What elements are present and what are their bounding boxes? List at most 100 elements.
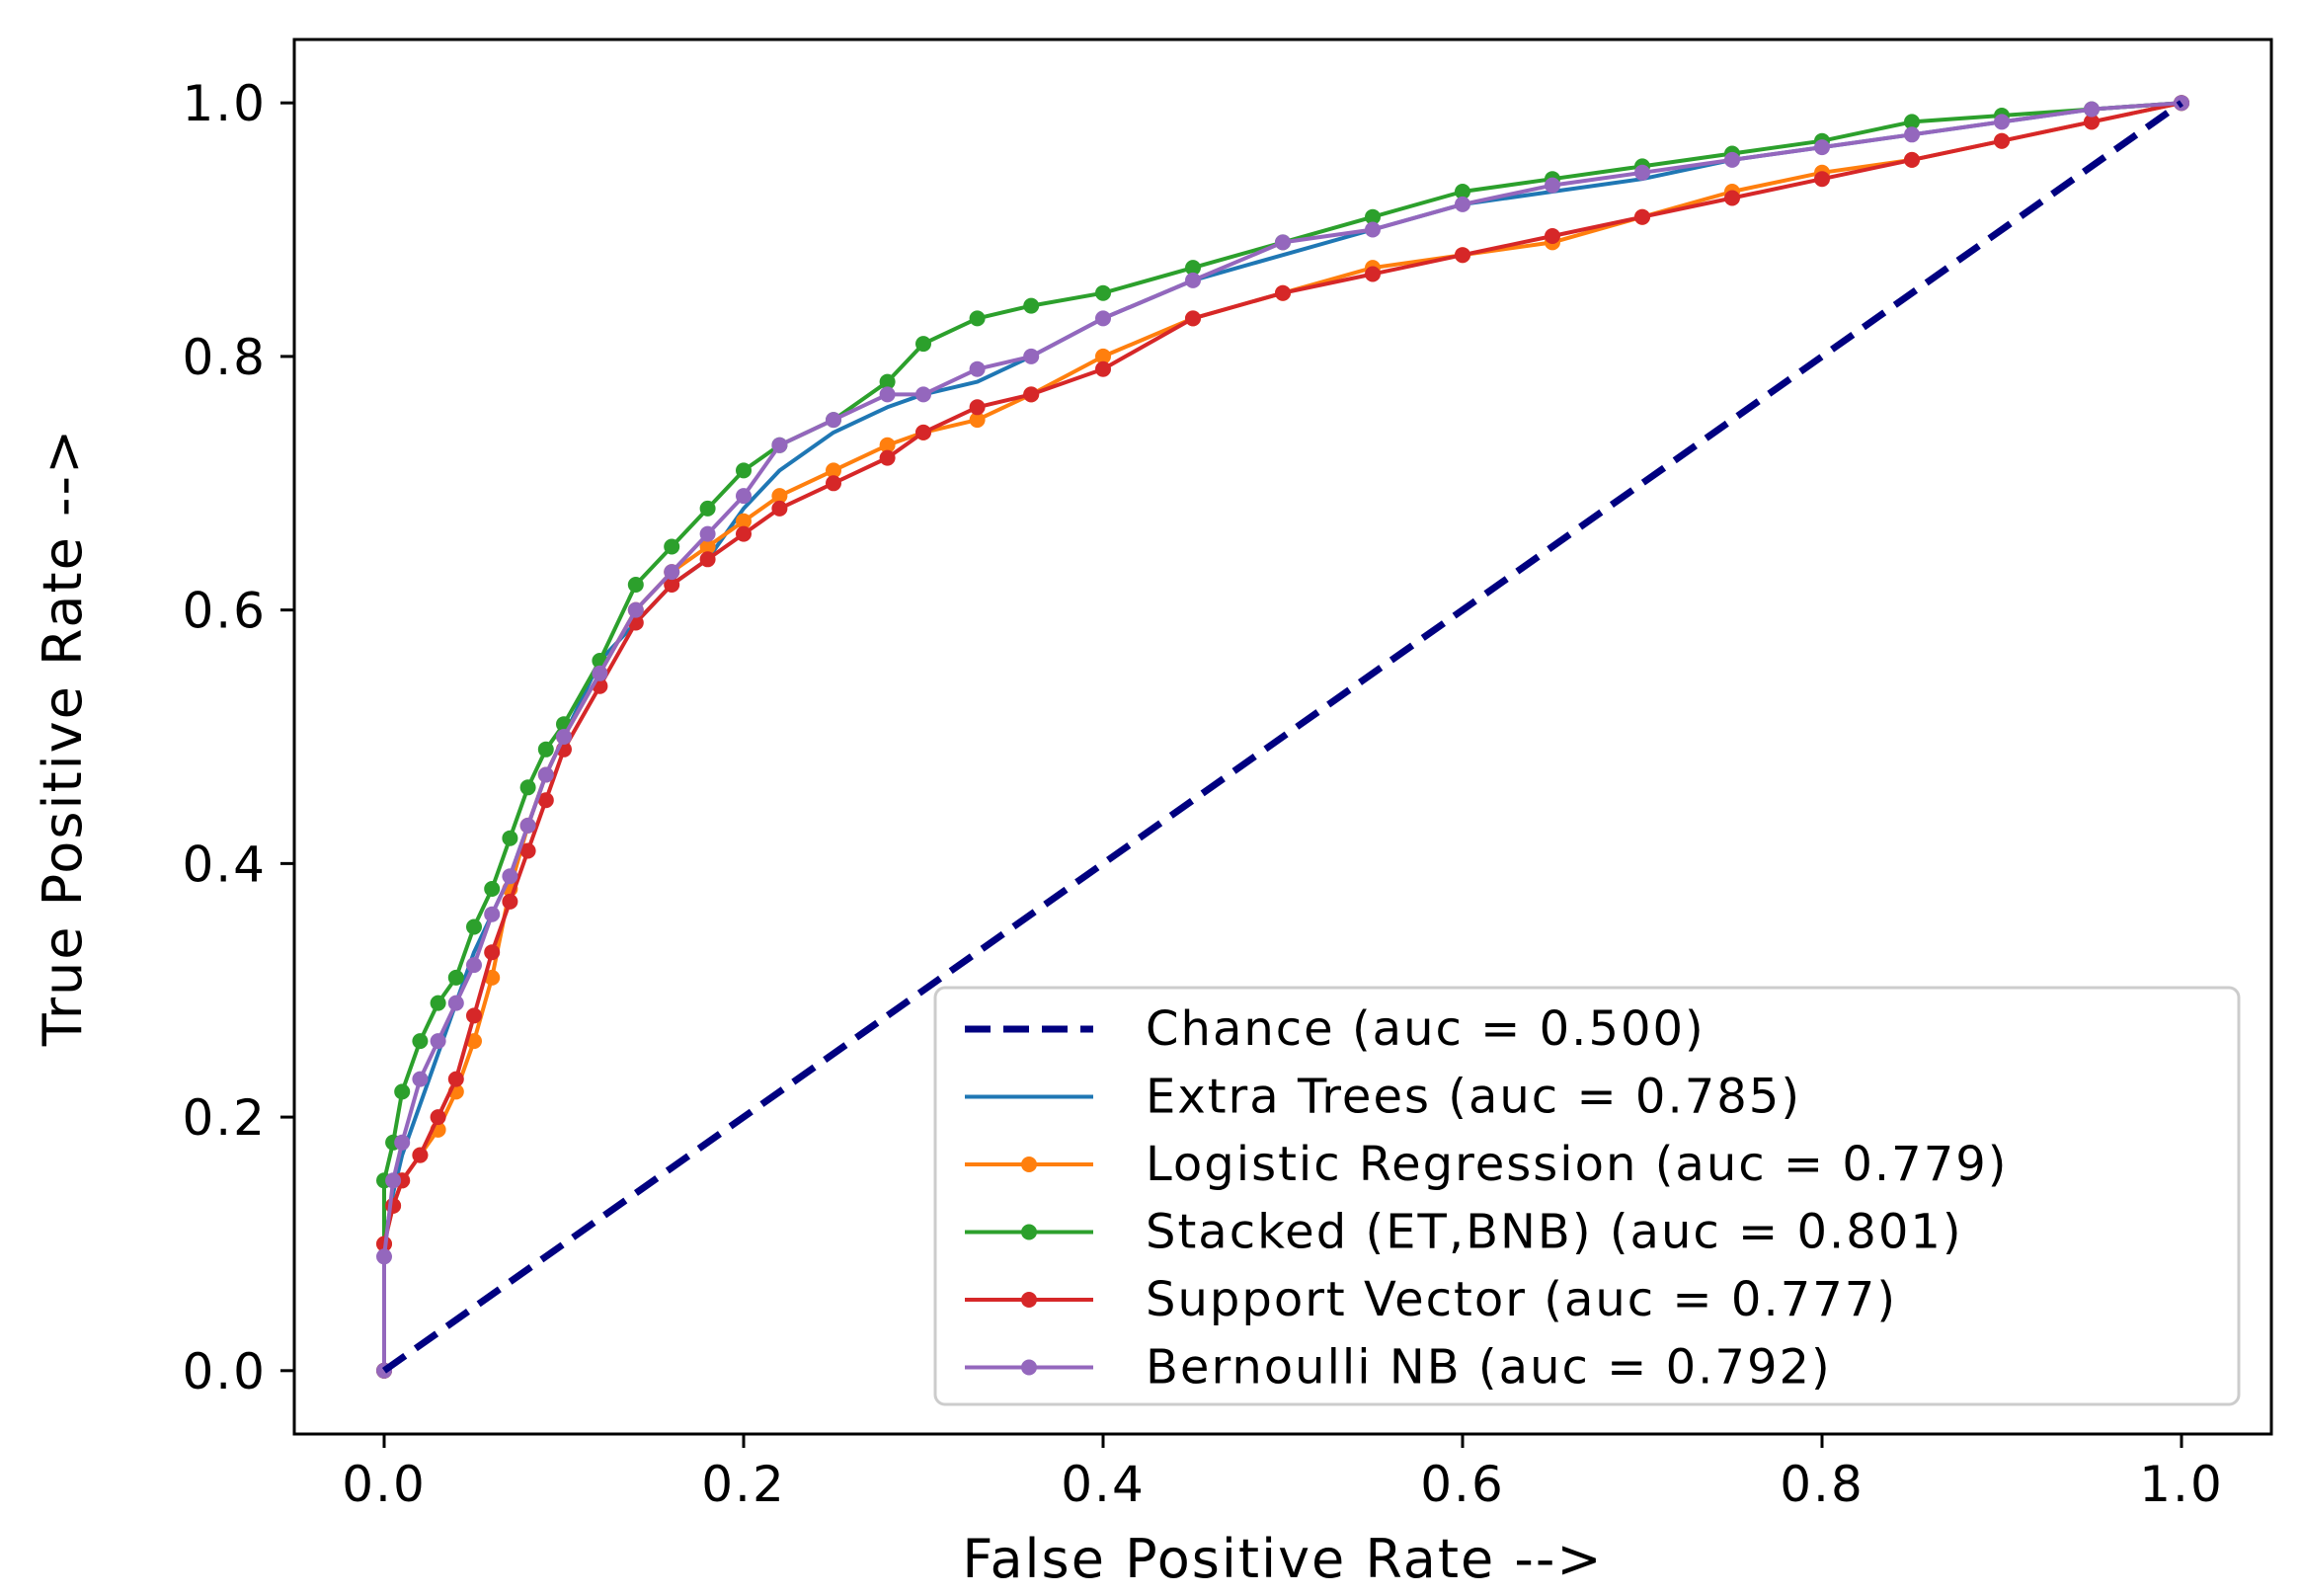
data-point-bernoulli-nb (1365, 221, 1381, 238)
series-layer (376, 95, 2189, 1379)
data-point-bernoulli-nb (771, 437, 788, 453)
data-point-bernoulli-nb (1545, 177, 1560, 194)
legend-marker-bernoulli-nb (1021, 1359, 1037, 1376)
y-tick-label: 0.0 (182, 1343, 267, 1400)
x-tick-label: 1.0 (2139, 1456, 2224, 1513)
data-point-stacked-et-bnb (736, 462, 752, 479)
data-point-stacked-et-bnb (519, 779, 536, 796)
data-point-support-vector (969, 399, 986, 416)
data-point-logistic-regression (484, 969, 501, 986)
data-point-bernoulli-nb (1185, 272, 1201, 288)
data-point-logistic-regression (466, 1033, 482, 1050)
data-point-support-vector (1634, 208, 1650, 225)
data-point-support-vector (1365, 266, 1381, 282)
data-point-support-vector (1275, 284, 1291, 301)
data-point-bernoulli-nb (826, 412, 841, 429)
x-axis-title: False Positive Rate --> (962, 1528, 1603, 1590)
data-point-stacked-et-bnb (502, 830, 518, 846)
data-point-support-vector (1724, 190, 1740, 206)
x-tick-label: 0.8 (1780, 1456, 1865, 1513)
data-point-bernoulli-nb (1095, 310, 1111, 327)
data-point-stacked-et-bnb (699, 500, 716, 517)
y-tick-label: 0.4 (182, 836, 267, 893)
data-point-support-vector (430, 1109, 446, 1126)
legend-marker-stacked-et-bnb (1021, 1224, 1037, 1240)
legend-label-support-vector: Support Vector (auc = 0.777) (1146, 1272, 1897, 1327)
data-point-bernoulli-nb (412, 1071, 429, 1087)
data-point-support-vector (447, 1071, 464, 1087)
data-point-stacked-et-bnb (1455, 184, 1470, 200)
data-point-bernoulli-nb (1724, 151, 1740, 168)
legend-marker-logistic-regression (1021, 1157, 1037, 1172)
data-point-bernoulli-nb (519, 817, 536, 834)
data-point-support-vector (915, 424, 931, 440)
x-tick-label: 0.0 (342, 1456, 427, 1513)
data-point-logistic-regression (969, 412, 986, 429)
legend-label-stacked-et-bnb: Stacked (ET,BNB) (auc = 0.801) (1146, 1205, 1963, 1260)
data-point-stacked-et-bnb (1095, 284, 1111, 301)
data-point-stacked-et-bnb (627, 577, 644, 593)
data-point-support-vector (699, 551, 716, 568)
data-point-stacked-et-bnb (915, 336, 931, 353)
data-point-support-vector (771, 500, 788, 517)
y-tick-label: 0.6 (182, 583, 267, 640)
y-tick-label: 0.2 (182, 1089, 267, 1147)
data-point-support-vector (519, 842, 536, 859)
data-point-bernoulli-nb (2084, 101, 2100, 118)
data-point-logistic-regression (826, 462, 841, 479)
series-chance (381, 100, 2184, 1374)
data-point-bernoulli-nb (736, 488, 752, 505)
data-point-stacked-et-bnb (1185, 260, 1201, 277)
data-point-logistic-regression (771, 488, 788, 505)
data-point-stacked-et-bnb (430, 995, 446, 1011)
legend-label-bernoulli-nb: Bernoulli NB (auc = 0.792) (1146, 1340, 1832, 1396)
data-point-support-vector (1904, 151, 1920, 168)
data-point-bernoulli-nb (879, 386, 896, 403)
data-point-stacked-et-bnb (1023, 297, 1040, 314)
data-point-logistic-regression (879, 437, 896, 453)
data-point-stacked-et-bnb (484, 881, 501, 897)
data-point-stacked-et-bnb (879, 373, 896, 390)
data-point-bernoulli-nb (1904, 126, 1920, 143)
x-tick-label: 0.6 (1420, 1456, 1505, 1513)
legend-box (933, 986, 2241, 1406)
data-point-bernoulli-nb (1455, 196, 1470, 212)
legend: Chance (auc = 0.500) Extra Trees (auc = 0… (933, 986, 2241, 1406)
data-point-bernoulli-nb (537, 766, 554, 783)
data-point-bernoulli-nb (1634, 164, 1650, 181)
data-point-bernoulli-nb (699, 525, 716, 542)
data-point-bernoulli-nb (394, 1134, 411, 1151)
data-point-support-vector (1814, 171, 1830, 188)
data-point-stacked-et-bnb (1365, 208, 1381, 225)
data-point-support-vector (502, 893, 518, 910)
data-point-logistic-regression (736, 513, 752, 529)
data-point-bernoulli-nb (915, 386, 931, 403)
data-point-support-vector (1545, 228, 1560, 244)
series-support-vector (376, 95, 2189, 1379)
plot-frame (292, 38, 2273, 1436)
data-point-bernoulli-nb (466, 957, 482, 974)
data-point-support-vector (412, 1147, 429, 1163)
ticks-layer: 0.0 0.2 0.4 0.6 0.8 1.0 0.0 0.2 0.4 0.6 0.8 1.0 (182, 75, 2224, 1513)
y-tick-label: 1.0 (182, 75, 267, 132)
data-point-bernoulli-nb (592, 665, 608, 681)
data-point-bernoulli-nb (430, 1033, 446, 1050)
data-point-support-vector (879, 449, 896, 466)
legend-label-extra-trees: Extra Trees (auc = 0.785) (1146, 1070, 1801, 1125)
data-point-support-vector (1994, 132, 2010, 149)
data-point-stacked-et-bnb (664, 538, 680, 555)
data-point-bernoulli-nb (385, 1172, 402, 1189)
data-point-support-vector (466, 1007, 482, 1024)
data-point-bernoulli-nb (627, 601, 644, 618)
data-point-bernoulli-nb (556, 729, 572, 745)
data-point-logistic-regression (699, 538, 716, 555)
legend-marker-support-vector (1021, 1292, 1037, 1308)
data-point-support-vector (1095, 360, 1111, 377)
data-point-stacked-et-bnb (394, 1083, 411, 1100)
data-point-bernoulli-nb (1023, 348, 1040, 364)
legend-label-chance: Chance (auc = 0.500) (1146, 1001, 1706, 1057)
data-point-bernoulli-nb (484, 906, 501, 922)
data-point-support-vector (537, 792, 554, 809)
y-axis-title: True Positive Rate --> (32, 428, 94, 1047)
